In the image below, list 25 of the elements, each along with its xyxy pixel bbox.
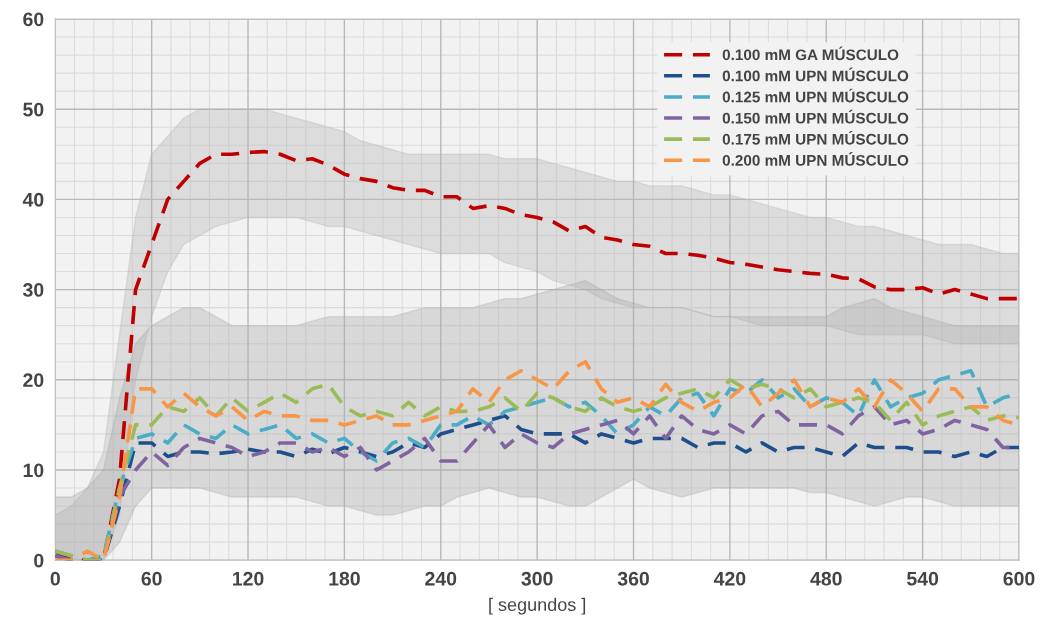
x-tick-label: 120 [233,571,264,586]
legend-label: 0.125 mM UPN MÚSCULO [722,88,909,103]
x-tick-label: 300 [521,571,553,586]
y-tick-label: 10 [23,463,44,478]
x-tick-label: 480 [810,571,842,586]
x-axis-title: [ segundos ] [489,597,586,615]
x-tick-label: 420 [713,571,746,586]
y-tick-label: 50 [23,102,44,117]
legend-label: 0.175 mM UPN MÚSCULO [722,130,909,145]
y-tick-label: 0 [34,553,44,568]
legend-label: 0.100 mM UPN MÚSCULO [722,67,909,82]
legend-label: 0.100 mM GA MÚSCULO [722,46,899,61]
legend-label: 0.200 mM UPN MÚSCULO [722,152,909,166]
x-tick-label: 0 [50,571,60,586]
x-tick-label: 180 [329,571,360,586]
x-tick-label: 540 [907,571,939,586]
x-tick-label: 240 [425,571,457,586]
legend-label: 0.150 mM UPN MÚSCULO [722,109,909,124]
x-tick-label: 60 [141,571,162,586]
y-tick-label: 40 [22,192,44,207]
y-tick-label: 30 [22,283,44,297]
x-tick-label: 360 [617,571,649,586]
x-tick-label: 600 [1003,571,1035,586]
y-tick-label: 20 [23,373,44,388]
y-tick-label: 60 [23,12,44,27]
